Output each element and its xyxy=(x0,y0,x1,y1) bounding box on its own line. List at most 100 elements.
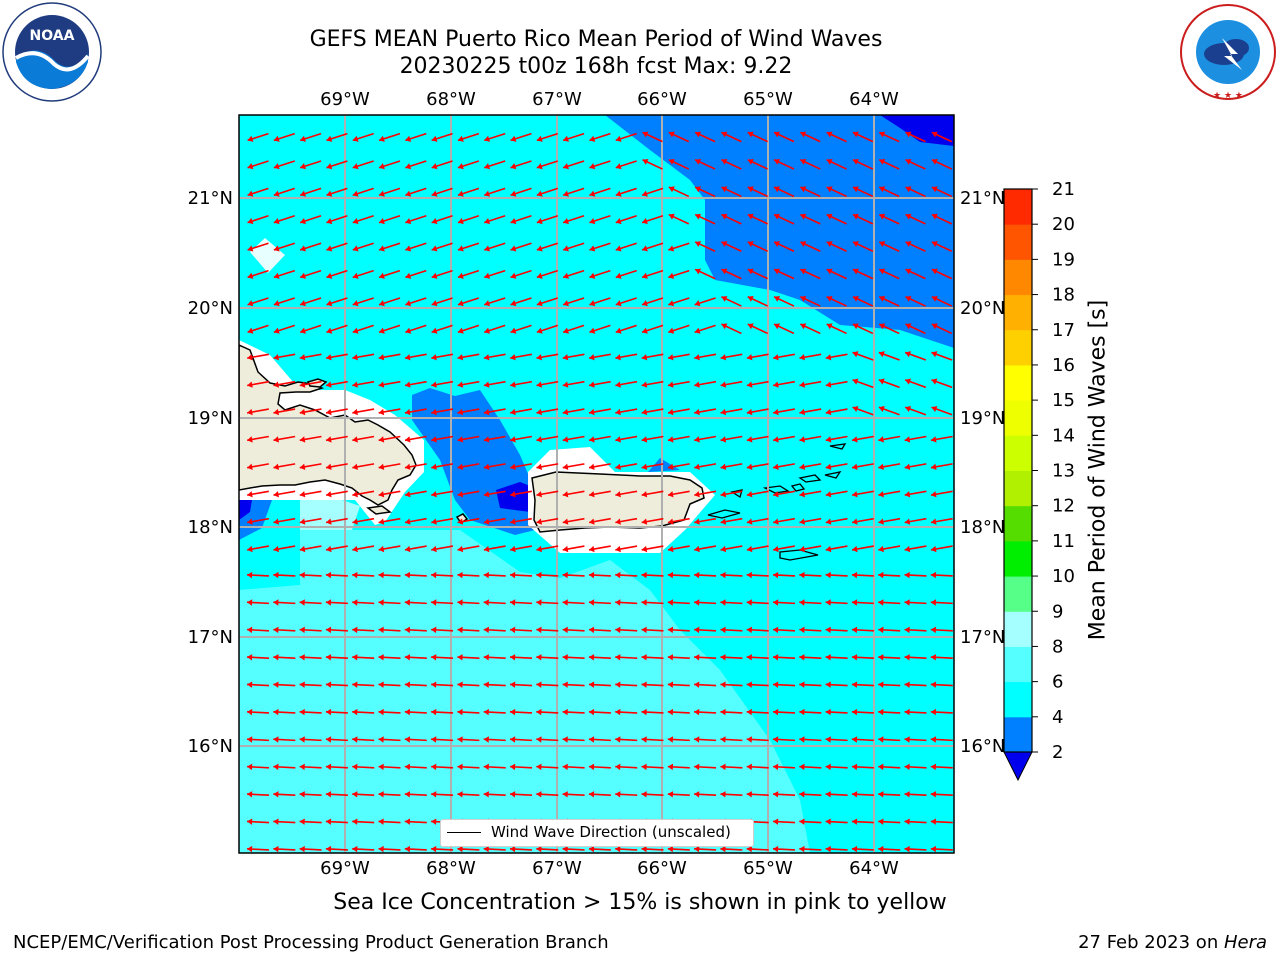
colorbar-tick-label: 10 xyxy=(1052,566,1075,587)
lat-label-right: 18°N xyxy=(960,517,1005,538)
wave-direction-arrowhead xyxy=(457,272,464,279)
wave-direction-arrowhead xyxy=(799,545,806,553)
wave-direction-arrowhead xyxy=(721,186,728,193)
wave-direction-arrowhead xyxy=(852,323,859,330)
wave-direction-arrowhead xyxy=(667,654,674,661)
wave-direction-arrowhead xyxy=(536,217,543,225)
wave-direction-arrowhead xyxy=(851,763,858,771)
wave-direction-arrowhead xyxy=(352,300,359,307)
wave-direction-arrowhead xyxy=(431,245,438,252)
wave-direction-arrowhead xyxy=(563,163,569,170)
legend-line-sample xyxy=(447,832,481,833)
wave-direction-arrowhead xyxy=(247,217,254,225)
colorbar-segment xyxy=(1004,294,1032,331)
wave-direction-arrowhead xyxy=(641,654,647,661)
wave-direction-arrowhead xyxy=(404,626,411,634)
wave-direction-arrowhead xyxy=(247,599,253,606)
wave-direction-arrowhead xyxy=(694,436,700,443)
wave-direction-arrowhead xyxy=(878,626,884,634)
wave-direction-arrowhead xyxy=(299,791,305,798)
wave-direction-arrowhead xyxy=(773,681,779,688)
wave-direction-arrowhead xyxy=(695,241,702,248)
wave-direction-arrowhead xyxy=(247,300,254,307)
wave-direction-arrowhead xyxy=(536,708,542,716)
wave-direction-arrowhead xyxy=(325,681,332,688)
wave-direction-arrowhead xyxy=(247,436,253,443)
wave-direction-arrowhead xyxy=(273,818,279,825)
wave-direction-arrowhead xyxy=(851,708,858,716)
wave-direction-arrowhead xyxy=(931,323,938,330)
wave-direction-arrowhead xyxy=(799,818,805,825)
wave-direction-arrowhead xyxy=(299,763,305,771)
wave-direction-arrowhead xyxy=(483,626,489,634)
wave-direction-arrowhead xyxy=(746,491,753,498)
wave-direction-arrowhead xyxy=(773,518,779,525)
wave-direction-arrowhead xyxy=(773,599,779,606)
wave-direction-arrowhead xyxy=(931,268,938,275)
wave-direction-arrowhead xyxy=(721,241,728,248)
wave-direction-arrowhead xyxy=(405,135,412,142)
wave-direction-arrowhead xyxy=(904,599,910,606)
wave-direction-arrowhead xyxy=(904,736,910,743)
wave-direction-arrowhead xyxy=(667,545,674,553)
wave-direction-arrowhead xyxy=(273,626,279,634)
wave-direction-arrowhead xyxy=(510,791,516,798)
wave-direction-arrowhead xyxy=(483,654,489,661)
wave-direction-arrowhead xyxy=(615,190,622,197)
wave-direction-arrowhead xyxy=(352,654,358,661)
wave-direction-arrowhead xyxy=(694,599,700,606)
wave-direction-arrowhead xyxy=(326,491,332,498)
colorbar-tick-label: 8 xyxy=(1052,636,1063,657)
wave-period-zone-0-2-sw xyxy=(239,500,252,520)
wave-direction-arrowhead xyxy=(352,408,358,416)
wave-direction-arrowhead xyxy=(641,681,647,688)
wave-direction-arrowhead xyxy=(536,272,543,279)
wave-direction-arrowhead xyxy=(510,626,516,634)
wave-direction-arrowhead xyxy=(668,213,675,220)
wave-direction-arrowhead xyxy=(483,408,490,416)
wave-direction-arrowhead xyxy=(247,135,254,142)
wave-direction-arrowhead xyxy=(878,436,884,443)
wave-direction-arrowhead xyxy=(352,190,359,197)
wave-direction-arrowhead xyxy=(615,736,621,743)
wave-direction-arrowhead xyxy=(273,599,279,606)
wave-direction-arrowhead xyxy=(930,736,937,743)
wave-direction-arrowhead xyxy=(562,571,568,579)
wave-direction-arrowhead xyxy=(589,135,596,142)
wave-direction-arrowhead xyxy=(721,295,728,302)
wave-direction-arrowhead xyxy=(352,381,358,388)
wave-direction-arrowhead xyxy=(247,245,254,252)
wave-direction-arrowhead xyxy=(879,186,886,193)
wave-direction-arrowhead xyxy=(852,158,859,165)
wave-direction-arrowhead xyxy=(404,381,411,388)
wave-direction-arrowhead xyxy=(878,736,884,743)
wave-direction-arrowhead xyxy=(404,599,411,606)
wave-direction-arrowhead xyxy=(326,327,333,334)
wave-direction-arrowhead xyxy=(562,708,568,716)
wave-direction-arrowhead xyxy=(589,217,596,225)
wave-direction-arrowhead xyxy=(825,381,832,388)
wave-direction-arrowhead xyxy=(852,405,859,412)
wave-direction-arrowhead xyxy=(378,654,384,661)
wave-direction-arrowhead xyxy=(930,818,937,825)
wave-direction-arrowhead xyxy=(536,463,543,470)
wave-direction-arrowhead xyxy=(510,300,517,307)
wave-direction-arrowhead xyxy=(247,571,253,579)
wave-direction-arrowhead xyxy=(800,323,807,330)
wave-direction-arrowhead xyxy=(431,163,438,170)
wave-direction-arrowhead xyxy=(431,381,437,388)
wave-direction-arrowhead xyxy=(799,381,806,388)
wave-direction-arrowhead xyxy=(404,845,411,853)
lon-label-bottom: 66°W xyxy=(637,858,687,879)
wave-direction-arrowhead xyxy=(273,491,280,498)
wave-direction-arrowhead xyxy=(510,354,516,361)
wave-direction-arrowhead xyxy=(589,354,595,361)
wave-direction-arrowhead xyxy=(273,736,279,743)
wave-direction-arrowhead xyxy=(352,791,358,798)
wave-direction-arrowhead xyxy=(641,845,647,853)
wave-direction-arrowhead xyxy=(510,190,517,197)
wave-direction-arrowhead xyxy=(562,736,568,743)
wave-direction-arrowhead xyxy=(247,190,254,197)
wave-direction-arrowhead xyxy=(826,213,833,220)
wave-direction-arrowhead xyxy=(589,545,595,553)
